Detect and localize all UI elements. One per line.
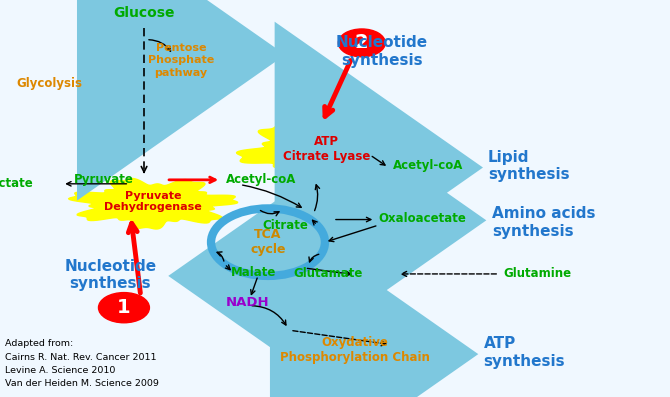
Text: TCA
cycle: TCA cycle [251, 228, 285, 256]
Text: NADH: NADH [226, 297, 270, 309]
Text: Nucleotide
synthesis: Nucleotide synthesis [336, 35, 428, 68]
Text: Lipid
synthesis: Lipid synthesis [488, 150, 570, 182]
Text: Nucleotide
synthesis: Nucleotide synthesis [64, 258, 157, 291]
Text: Malate: Malate [231, 266, 277, 279]
Text: Acetyl-coA: Acetyl-coA [393, 160, 463, 172]
Text: Glucose: Glucose [113, 6, 175, 20]
Text: Glutamate: Glutamate [293, 268, 363, 280]
Text: ATP
synthesis: ATP synthesis [484, 336, 565, 369]
Text: Glutamine: Glutamine [504, 268, 572, 280]
Text: Adapted from:
Cairns R. Nat. Rev. Cancer 2011
Levine A. Science 2010
Van der Hei: Adapted from: Cairns R. Nat. Rev. Cancer… [5, 339, 159, 388]
Text: Amino acids
synthesis: Amino acids synthesis [492, 206, 596, 239]
Text: Acetyl-coA: Acetyl-coA [226, 173, 296, 186]
Text: Oxaloacetate: Oxaloacetate [379, 212, 466, 225]
Text: Pyruvate
Dehydrogenase: Pyruvate Dehydrogenase [104, 191, 202, 212]
Polygon shape [69, 179, 238, 229]
Text: 2: 2 [355, 33, 369, 52]
Text: ATP
Citrate Lyase: ATP Citrate Lyase [283, 135, 370, 163]
Polygon shape [237, 120, 417, 183]
Text: Pentose
Phosphate
pathway: Pentose Phosphate pathway [148, 43, 214, 78]
Circle shape [98, 293, 149, 323]
Text: Lactate: Lactate [0, 177, 34, 190]
Text: Oxydative
Phosphorylation Chain: Oxydative Phosphorylation Chain [280, 336, 430, 364]
Circle shape [338, 29, 385, 57]
Text: Pyruvate: Pyruvate [74, 173, 134, 186]
Text: Citrate: Citrate [263, 219, 308, 232]
Text: 1: 1 [117, 298, 131, 317]
Text: Glycolysis: Glycolysis [16, 77, 82, 90]
